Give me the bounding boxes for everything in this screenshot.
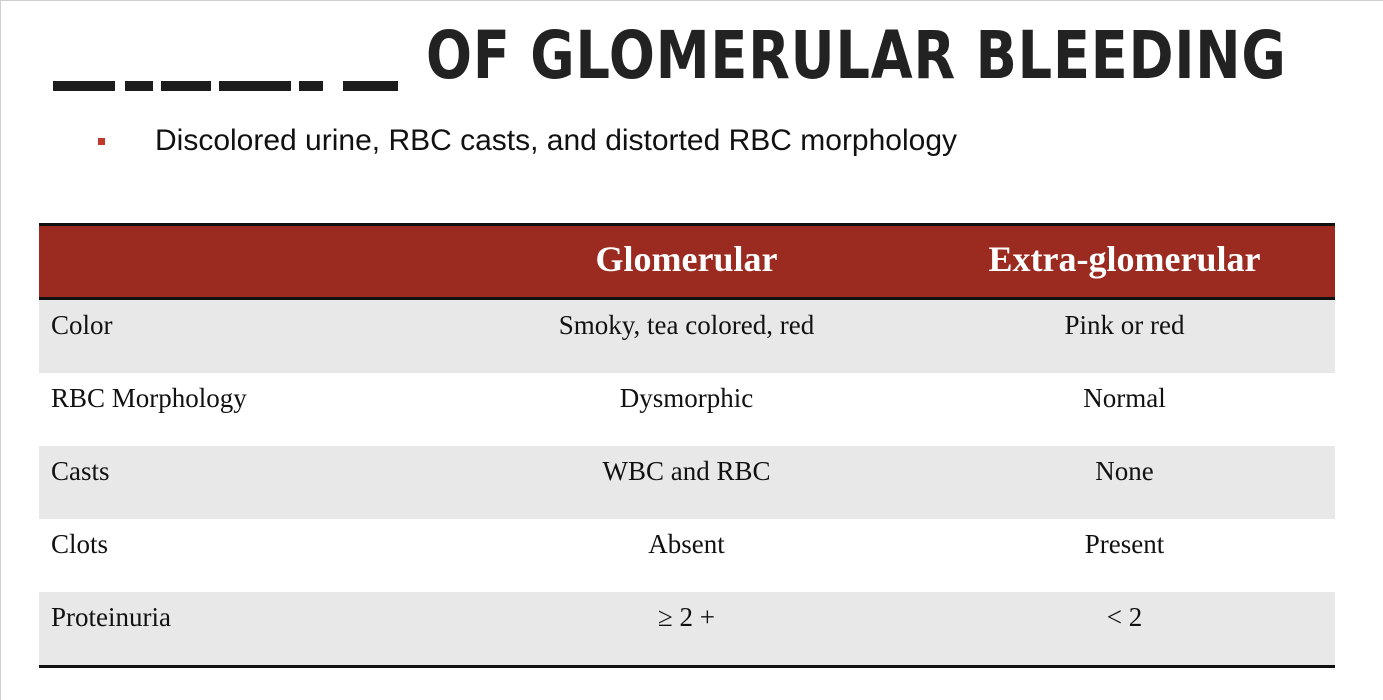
row-label: Casts — [51, 456, 110, 486]
table-header-row: Glomerular Extra-glomerular — [39, 226, 1335, 300]
glomerular-value: WBC and RBC — [602, 456, 771, 486]
bullet-square-icon — [98, 137, 105, 145]
comparison-table: Glomerular Extra-glomerular Color Smoky,… — [39, 223, 1335, 668]
table-row: Casts WBC and RBC None — [39, 446, 1335, 519]
row-label: Proteinuria — [51, 602, 171, 632]
table-row: Color Smoky, tea colored, red Pink or re… — [39, 300, 1335, 373]
slide-title: OF GLOMERULAR BLEEDING — [426, 17, 1287, 94]
title-cut-off-text — [53, 81, 398, 95]
extra-glomerular-value: Normal — [1083, 383, 1166, 413]
extra-glomerular-value: Pink or red — [1064, 310, 1185, 340]
header-cell-empty — [39, 226, 459, 297]
header-cell-glomerular: Glomerular — [595, 239, 778, 279]
table-row: RBC Morphology Dysmorphic Normal — [39, 373, 1335, 446]
glomerular-value: Smoky, tea colored, red — [558, 310, 815, 340]
table-row: Proteinuria ≥ 2 + < 2 — [39, 592, 1335, 665]
bullet-text: Discolored urine, RBC casts, and distort… — [155, 124, 958, 157]
extra-glomerular-value: None — [1095, 456, 1154, 486]
glomerular-value: Dysmorphic — [619, 383, 754, 413]
glomerular-value: Absent — [648, 529, 725, 559]
extra-glomerular-value: Present — [1084, 529, 1165, 559]
header-cell-extra-glomerular: Extra-glomerular — [988, 239, 1261, 279]
row-label: Clots — [51, 529, 109, 559]
extra-glomerular-value: < 2 — [1106, 602, 1143, 632]
row-label: Color — [51, 310, 113, 340]
glomerular-value: ≥ 2 + — [657, 602, 716, 632]
row-label: RBC Morphology — [51, 383, 247, 413]
bullet-item: Discolored urine, RBC casts, and distort… — [98, 121, 957, 161]
table-row: Clots Absent Present — [39, 519, 1335, 592]
